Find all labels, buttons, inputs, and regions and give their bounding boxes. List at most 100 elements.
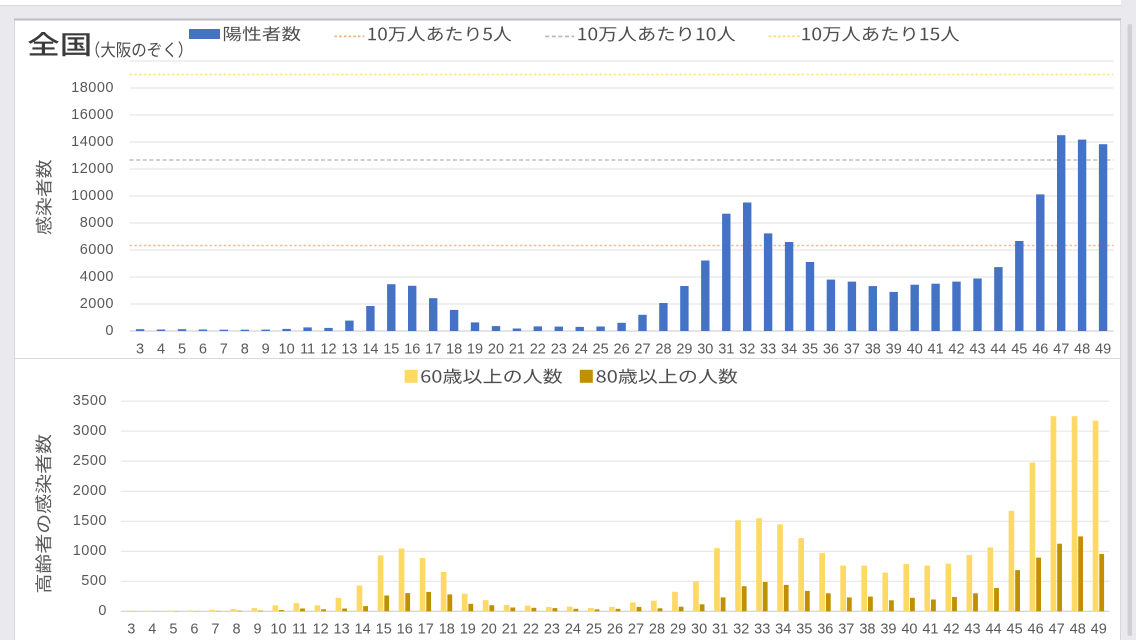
svg-text:10000: 10000 — [71, 188, 114, 204]
svg-text:33: 33 — [754, 622, 770, 638]
svg-text:43: 43 — [969, 342, 985, 358]
svg-text:31: 31 — [718, 342, 734, 358]
svg-text:19: 19 — [460, 622, 476, 638]
svg-text:44: 44 — [990, 342, 1006, 358]
svg-text:48: 48 — [1074, 342, 1090, 358]
svg-text:26: 26 — [607, 622, 623, 638]
svg-text:8: 8 — [232, 622, 240, 638]
svg-text:20: 20 — [488, 342, 504, 358]
svg-text:6000: 6000 — [80, 242, 114, 258]
svg-text:46: 46 — [1028, 622, 1044, 638]
svg-text:3: 3 — [127, 622, 135, 638]
svg-text:37: 37 — [838, 622, 854, 638]
svg-text:18: 18 — [439, 622, 455, 638]
svg-text:5: 5 — [178, 342, 186, 358]
svg-text:39: 39 — [886, 342, 902, 358]
svg-text:41: 41 — [928, 342, 944, 358]
svg-text:30: 30 — [697, 342, 713, 358]
svg-text:27: 27 — [628, 622, 644, 638]
svg-text:29: 29 — [676, 342, 692, 358]
svg-text:12: 12 — [313, 622, 329, 638]
svg-text:21: 21 — [502, 622, 518, 638]
svg-text:17: 17 — [418, 622, 434, 638]
svg-text:49: 49 — [1091, 622, 1107, 638]
svg-text:30: 30 — [691, 622, 707, 638]
svg-text:42: 42 — [948, 342, 964, 358]
svg-text:37: 37 — [844, 342, 860, 358]
svg-text:3500: 3500 — [73, 393, 107, 409]
svg-text:0: 0 — [98, 603, 107, 619]
svg-text:34: 34 — [775, 622, 791, 638]
svg-text:18000: 18000 — [71, 80, 114, 96]
svg-text:2500: 2500 — [73, 453, 107, 469]
svg-text:28: 28 — [655, 342, 671, 358]
svg-text:45: 45 — [1011, 342, 1027, 358]
svg-text:4: 4 — [157, 342, 165, 358]
svg-text:43: 43 — [964, 622, 980, 638]
svg-text:16: 16 — [397, 622, 413, 638]
svg-text:12000: 12000 — [71, 161, 114, 177]
svg-text:13: 13 — [341, 342, 357, 358]
svg-text:29: 29 — [670, 622, 686, 638]
svg-text:16: 16 — [404, 342, 420, 358]
svg-text:7: 7 — [220, 342, 228, 358]
svg-text:4: 4 — [148, 622, 156, 638]
svg-text:10: 10 — [270, 622, 286, 638]
svg-text:47: 47 — [1049, 622, 1065, 638]
svg-text:8: 8 — [241, 342, 249, 358]
svg-text:26: 26 — [614, 342, 630, 358]
svg-text:25: 25 — [586, 622, 602, 638]
svg-text:1000: 1000 — [73, 543, 107, 559]
svg-text:21: 21 — [509, 342, 525, 358]
svg-text:31: 31 — [712, 622, 728, 638]
svg-text:3000: 3000 — [73, 423, 107, 439]
svg-text:49: 49 — [1095, 342, 1111, 358]
svg-text:28: 28 — [649, 622, 665, 638]
svg-text:33: 33 — [760, 342, 776, 358]
svg-text:14000: 14000 — [71, 134, 114, 150]
svg-text:13: 13 — [334, 622, 350, 638]
svg-text:18: 18 — [446, 342, 462, 358]
svg-text:41: 41 — [922, 622, 938, 638]
svg-text:14: 14 — [362, 342, 378, 358]
svg-text:10: 10 — [279, 342, 295, 358]
svg-text:6: 6 — [190, 622, 198, 638]
svg-text:38: 38 — [865, 342, 881, 358]
svg-text:9: 9 — [262, 342, 270, 358]
svg-text:32: 32 — [739, 342, 755, 358]
svg-text:23: 23 — [551, 342, 567, 358]
svg-text:35: 35 — [802, 342, 818, 358]
svg-text:44: 44 — [985, 622, 1001, 638]
svg-text:15: 15 — [376, 622, 392, 638]
svg-text:14: 14 — [355, 622, 371, 638]
svg-text:36: 36 — [823, 342, 839, 358]
svg-text:15: 15 — [383, 342, 399, 358]
svg-text:3: 3 — [136, 342, 144, 358]
svg-text:0: 0 — [105, 323, 114, 339]
svg-text:32: 32 — [733, 622, 749, 638]
svg-text:24: 24 — [572, 342, 588, 358]
svg-text:39: 39 — [880, 622, 896, 638]
svg-text:46: 46 — [1032, 342, 1048, 358]
svg-text:40: 40 — [907, 342, 923, 358]
svg-text:48: 48 — [1070, 622, 1086, 638]
svg-text:11: 11 — [300, 342, 315, 358]
svg-text:5: 5 — [169, 622, 177, 638]
svg-text:24: 24 — [565, 622, 581, 638]
svg-text:42: 42 — [943, 622, 959, 638]
svg-text:22: 22 — [530, 342, 546, 358]
svg-text:20: 20 — [481, 622, 497, 638]
svg-text:19: 19 — [467, 342, 483, 358]
svg-text:38: 38 — [859, 622, 875, 638]
svg-text:2000: 2000 — [73, 483, 107, 499]
svg-text:40: 40 — [901, 622, 917, 638]
svg-text:17: 17 — [425, 342, 441, 358]
svg-text:500: 500 — [81, 573, 107, 589]
svg-text:9: 9 — [253, 622, 261, 638]
svg-text:27: 27 — [634, 342, 650, 358]
svg-text:36: 36 — [817, 622, 833, 638]
svg-text:4000: 4000 — [80, 269, 114, 285]
svg-text:47: 47 — [1053, 342, 1069, 358]
svg-text:34: 34 — [781, 342, 797, 358]
svg-text:16000: 16000 — [71, 107, 114, 123]
